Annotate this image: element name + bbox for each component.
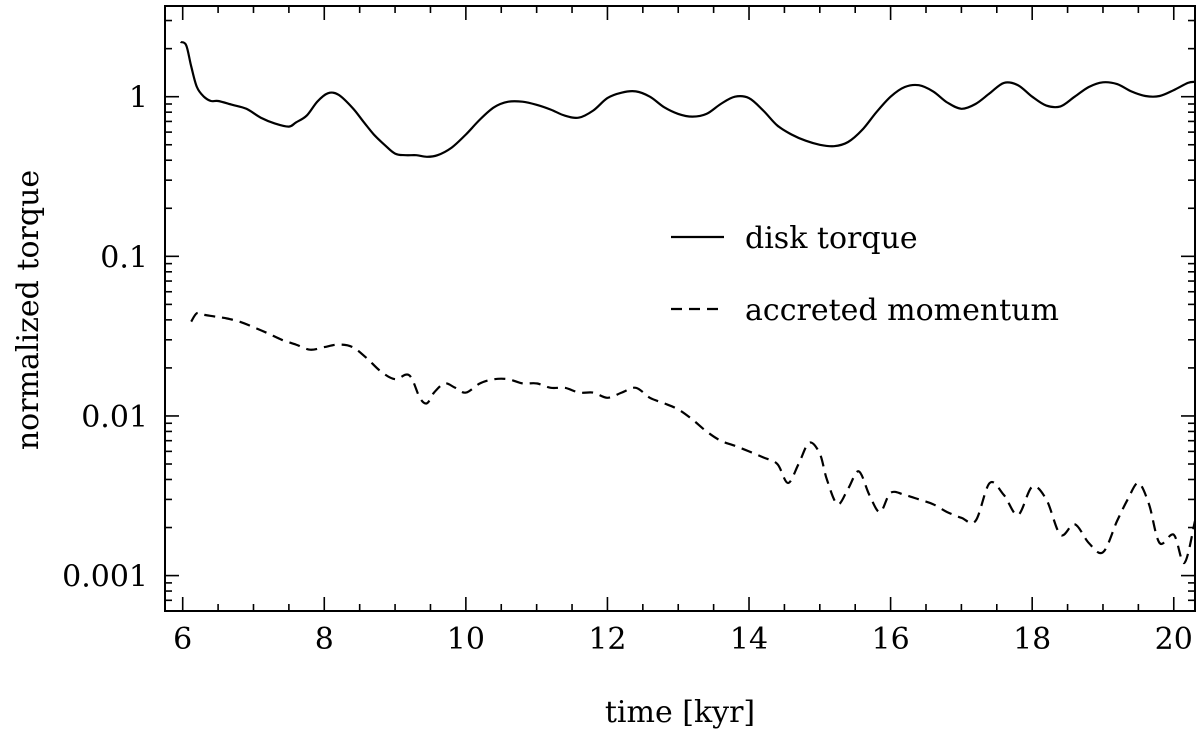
- x-tick-label: 16: [872, 622, 910, 657]
- y-tick-label: 0.01: [81, 400, 148, 435]
- y-axis-title: normalized torque: [11, 170, 46, 450]
- x-tick-labels: 6 8 10 12 14 16 18 20: [173, 622, 1193, 657]
- x-tick-label: 12: [588, 622, 626, 657]
- x-tick-label: 18: [1013, 622, 1051, 657]
- y-tick-label: 1: [129, 81, 148, 116]
- x-axis-title: time [kyr]: [605, 695, 755, 730]
- x-tick-label: 20: [1155, 622, 1193, 657]
- x-tick-label: 6: [173, 622, 192, 657]
- x-tick-label: 14: [730, 622, 768, 657]
- legend: disk torque accreted momentum: [671, 221, 1059, 328]
- series-line-disk-torque: [179, 40, 1196, 158]
- legend-label-accreted-momentum: accreted momentum: [745, 293, 1059, 328]
- y-tick-label: 0.001: [62, 560, 148, 595]
- y-tick-label: 0.1: [100, 240, 148, 275]
- legend-label-disk-torque: disk torque: [745, 221, 918, 256]
- ticks-layer: [165, 6, 1195, 612]
- series-layer: [179, 40, 1197, 565]
- series-line-accreted-momentum: [190, 311, 1197, 565]
- x-tick-label: 8: [315, 622, 334, 657]
- x-tick-label: 10: [447, 622, 485, 657]
- plot-frame: [164, 5, 1196, 612]
- y-tick-labels: 1 0.1 0.01 0.001: [62, 81, 148, 595]
